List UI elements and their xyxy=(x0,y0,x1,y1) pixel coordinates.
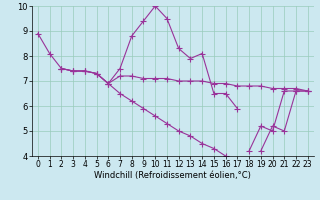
X-axis label: Windchill (Refroidissement éolien,°C): Windchill (Refroidissement éolien,°C) xyxy=(94,171,251,180)
